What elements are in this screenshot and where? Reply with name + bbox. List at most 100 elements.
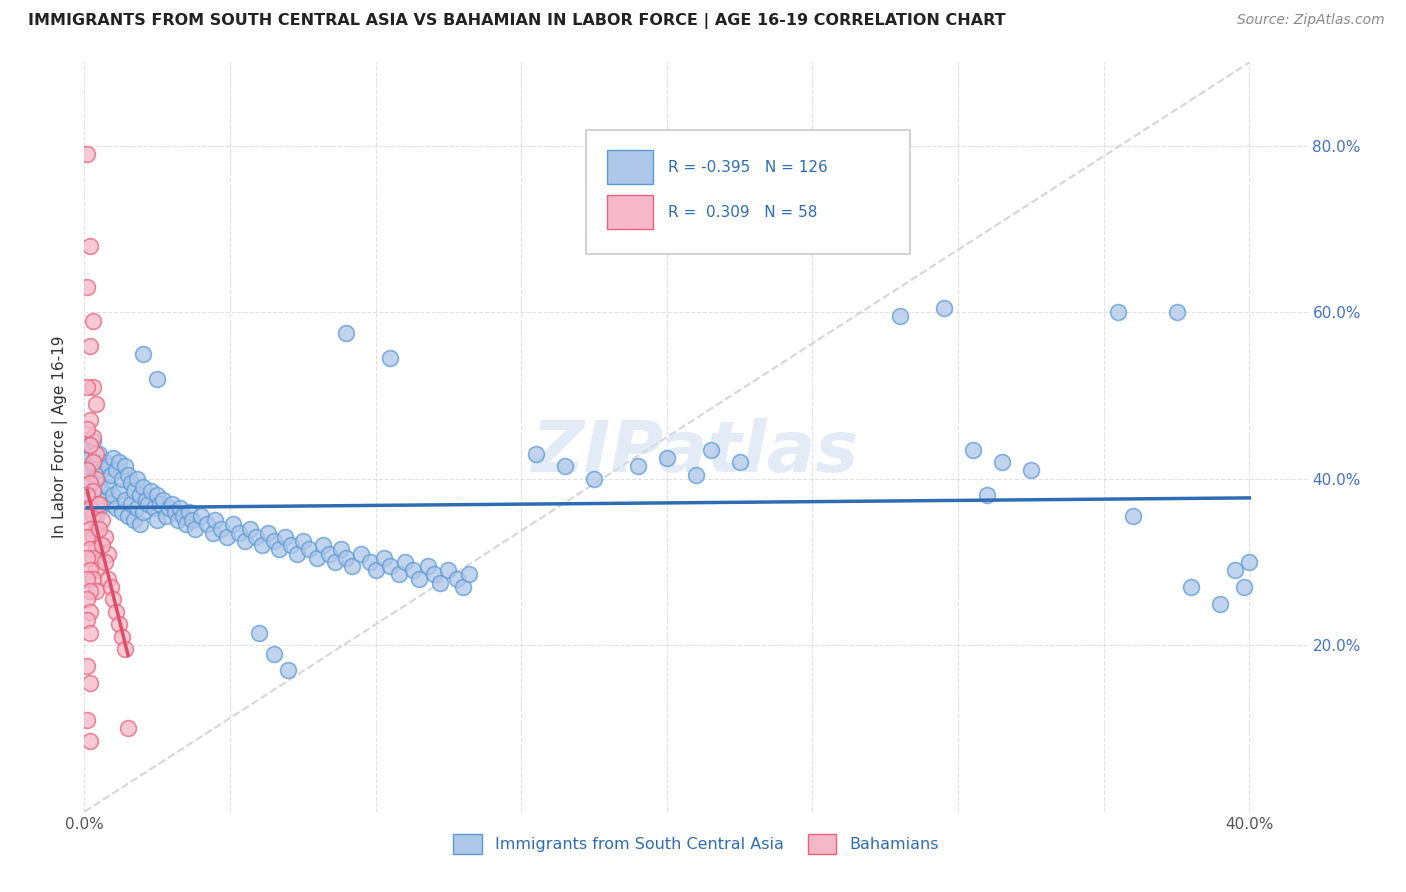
Point <box>76 488 98 502</box>
Y-axis label: In Labor Force | Age 16-19: In Labor Force | Age 16-19 <box>52 335 69 539</box>
Point <box>457 567 479 582</box>
Point <box>166 513 188 527</box>
Point <box>179 505 201 519</box>
Point <box>380 559 402 574</box>
Point <box>76 459 98 474</box>
Point <box>76 659 98 673</box>
Point <box>135 492 157 507</box>
Point <box>342 559 364 574</box>
Point <box>402 563 425 577</box>
Point <box>76 463 98 477</box>
Point <box>87 522 110 536</box>
Point <box>79 675 101 690</box>
FancyBboxPatch shape <box>606 195 654 228</box>
Point <box>204 513 226 527</box>
Point <box>437 563 460 577</box>
Point <box>90 513 112 527</box>
Point <box>97 547 120 561</box>
Point <box>408 572 430 586</box>
Point <box>160 497 183 511</box>
Point <box>87 447 110 461</box>
Point <box>174 517 197 532</box>
Text: IMMIGRANTS FROM SOUTH CENTRAL ASIA VS BAHAMIAN IN LABOR FORCE | AGE 16-19 CORREL: IMMIGRANTS FROM SOUTH CENTRAL ASIA VS BA… <box>28 13 1005 29</box>
Point <box>239 522 262 536</box>
Point <box>105 500 128 515</box>
Point <box>79 475 101 490</box>
Point <box>1232 580 1254 594</box>
Point <box>889 310 911 324</box>
FancyBboxPatch shape <box>586 130 910 253</box>
Point <box>138 497 160 511</box>
Point <box>1166 305 1188 319</box>
Point <box>84 542 107 557</box>
Point <box>87 497 110 511</box>
Point <box>79 413 101 427</box>
Point <box>82 509 104 524</box>
Point <box>554 459 576 474</box>
Point <box>79 338 101 352</box>
Point <box>141 484 163 499</box>
Point <box>79 605 101 619</box>
Point <box>76 592 98 607</box>
Point <box>122 484 145 499</box>
Point <box>257 525 280 540</box>
Point <box>991 455 1014 469</box>
Point <box>76 509 98 524</box>
Point <box>87 475 110 490</box>
Point <box>82 484 104 499</box>
Text: ZIPatlas: ZIPatlas <box>533 417 859 486</box>
Point <box>93 530 115 544</box>
Point <box>932 301 955 315</box>
Point <box>79 522 101 536</box>
Point <box>84 472 107 486</box>
Point <box>105 605 128 619</box>
Point <box>84 563 107 577</box>
Point <box>685 467 707 482</box>
Point <box>699 442 721 457</box>
Point <box>79 475 101 490</box>
Point <box>298 542 321 557</box>
Point <box>103 488 125 502</box>
Point <box>335 550 357 565</box>
Point <box>233 534 256 549</box>
Point <box>149 497 172 511</box>
Point <box>128 488 150 502</box>
Point <box>1122 509 1144 524</box>
Point <box>451 580 474 594</box>
Point <box>93 455 115 469</box>
Point <box>84 584 107 599</box>
Point <box>90 484 112 499</box>
Point <box>76 550 98 565</box>
Point <box>1239 555 1261 569</box>
Point <box>122 513 145 527</box>
Point <box>79 584 101 599</box>
Point <box>131 505 153 519</box>
Point <box>103 450 125 465</box>
Point <box>82 380 104 394</box>
Point <box>280 538 302 552</box>
Point <box>364 563 387 577</box>
Point <box>93 555 115 569</box>
Point <box>100 580 122 594</box>
Point <box>79 505 101 519</box>
Point <box>228 525 250 540</box>
Point <box>655 450 678 465</box>
Point <box>79 450 101 465</box>
Point <box>82 530 104 544</box>
Point <box>263 534 285 549</box>
Point <box>335 326 357 340</box>
Point <box>114 492 136 507</box>
Point <box>976 488 998 502</box>
FancyBboxPatch shape <box>606 150 654 184</box>
Point <box>103 592 125 607</box>
Point <box>155 509 177 524</box>
Point <box>1223 563 1246 577</box>
Point <box>209 522 232 536</box>
Point <box>79 625 101 640</box>
Point <box>217 530 239 544</box>
Point <box>250 538 273 552</box>
Point <box>114 459 136 474</box>
Point <box>76 147 98 161</box>
Point <box>79 438 101 452</box>
Point <box>87 459 110 474</box>
